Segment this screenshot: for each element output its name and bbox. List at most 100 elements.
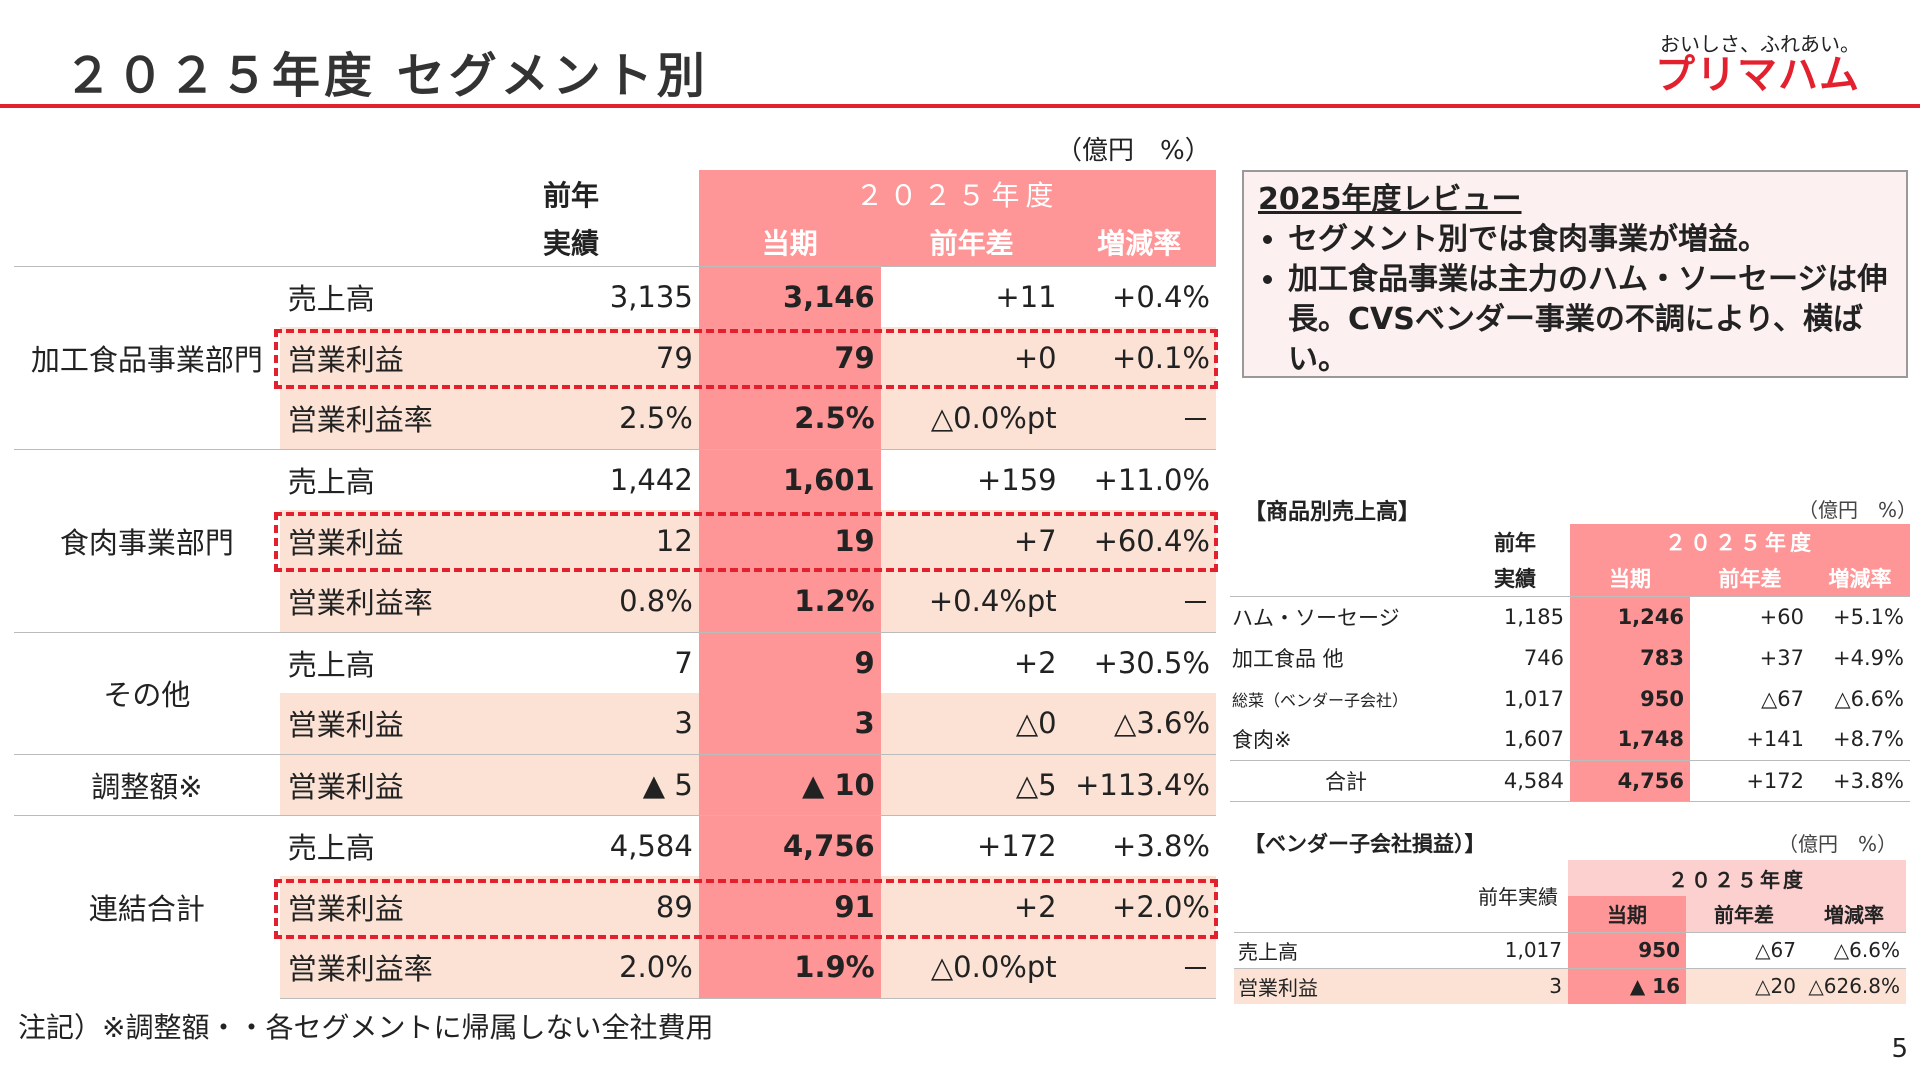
review-title: 2025年度レビュー [1258,182,1522,217]
header-cur: 当期 [1570,560,1690,596]
row-diff: +141 [1746,727,1804,752]
row-rate: － [1062,937,1216,999]
row-rate: +4.9% [1833,645,1904,670]
row-prev: 1,185 [1503,604,1564,629]
row-name: ハム・ソーセージ [1232,605,1400,630]
segment-table: 前年 ２０２５年度 実績 当期 前年差 増減率 加工食品事業部門 売上高 3,1… [14,170,1216,999]
row-rate: +11.0% [1062,448,1216,510]
segment-name: 食肉事業部門 [14,448,280,632]
page-title: ２０２５年度 セグメント別 [64,48,709,104]
row-rate: △6.6% [1833,938,1900,962]
highlight-box-processed-food-profit [274,329,1218,389]
row-diff: +0 [880,327,1063,388]
page-number: 5 [1891,1034,1908,1064]
row-rate: △3.6% [1062,693,1216,754]
row-rate: － [1062,388,1216,449]
row-item: 営業利益 [279,693,444,754]
row-name: 加工食品 他 [1232,646,1344,671]
row-rate: +3.8% [1062,814,1216,876]
row-cur: 4,756 [1570,760,1690,801]
row-rate: +2.0% [1062,876,1216,937]
table-row: ハム・ソーセージ 1,185 1,246 +60 +5.1% [1230,596,1910,637]
highlight-box-consolidated-profit [274,879,1218,939]
row-item: 売上高 [279,631,444,693]
row-prev: 89 [443,876,699,937]
table-row: 営業利益 79 79 +0 +0.1% [14,327,1216,388]
review-bullets: セグメント別では食肉事業が増益。 加工食品事業は主力のハム・ソーセージは伸長。C… [1258,220,1892,380]
logo-tagline: おいしさ、ふれあい。 [1660,32,1860,56]
segment-name: 調整額※ [14,753,280,815]
row-name: 営業利益 [1238,975,1318,1000]
highlight-box-meat-profit [274,512,1218,572]
row-prev: 1,442 [443,448,699,510]
row-diff: △5 [880,753,1063,815]
row-diff: △0.0%pt [880,937,1063,999]
row-rate: △6.6% [1834,686,1904,711]
row-diff: +2 [880,876,1063,937]
logo-brand-text: プリマハム [1655,52,1860,98]
header-prev-line2: 実績 [1494,566,1536,591]
row-item: 売上高 [279,814,444,876]
row-prev: 2.0% [443,937,699,999]
segment-name: 加工食品事業部門 [14,265,280,450]
segment-name: 連結合計 [14,814,280,998]
row-name: 食肉※ [1232,728,1292,753]
review-box: 2025年度レビュー セグメント別では食肉事業が増益。 加工食品事業は主力のハム… [1242,170,1908,378]
row-prev: 79 [443,327,699,388]
row-rate: +8.7% [1833,727,1904,752]
row-rate: － [1062,571,1216,632]
table-row: 加工食品 他 746 783 +37 +4.9% [1230,637,1910,678]
vendor-unit-label: （億円 %） [1778,832,1898,856]
table-row: 食肉※ 1,607 1,748 +141 +8.7% [1230,719,1910,760]
row-diff: +172 [880,814,1063,876]
row-diff: +60 [1759,604,1804,629]
table-row: 営業利益 3 ▲ 16 △20 △626.8% [1234,968,1906,1004]
row-diff: +11 [880,265,1063,327]
logo-brand: プリマハム [1655,42,1860,100]
row-diff: +2 [880,631,1063,693]
table-row: 連結合計 売上高 4,584 4,756 +172 +3.8% [14,814,1216,998]
row-rate: △626.8% [1808,974,1900,999]
row-prev: 7 [443,631,699,693]
row-item: 営業利益 [279,327,444,388]
row-diff: △67 [1755,938,1796,962]
row-item: 営業利益率 [279,571,444,632]
row-prev: 4,584 [1503,768,1564,793]
table-row: 営業利益 12 19 +7 +60.4% [14,510,1216,571]
row-rate: +30.5% [1062,631,1216,693]
header-year: ２０２５年度 [698,170,1216,218]
row-cur: 1,246 [1570,596,1690,637]
product-sales-table: 前年 ２０２５年度 実績 当期 前年差 増減率 ハム・ソーセージ 1,185 1… [1230,524,1910,802]
row-diff: △0.0%pt [880,388,1063,449]
table-row: その他 売上高 7 9 +2 +30.5% [14,631,1216,754]
row-cur: 4,756 [698,814,881,876]
row-cur: 1.9% [698,937,881,999]
row-item: 営業利益 [279,753,444,815]
header-prev-line1: 前年 [543,179,600,212]
row-item: 営業利益 [279,510,444,571]
row-prev: 2.5% [443,388,699,449]
main-unit-label: （億円 %） [1056,136,1211,166]
row-diff: +172 [1746,768,1804,793]
vendor-pl-title: 【ベンダー子会社損益）】 [1244,832,1486,856]
footnote: 注記）※調整額・・各セグメントに帰属しない全社費用 [18,1011,714,1044]
header-diff: 前年差 [1686,896,1802,932]
row-item: 売上高 [279,448,444,510]
row-cur: ▲ 16 [1568,968,1686,1004]
review-bullet: セグメント別では食肉事業が増益。 [1288,220,1892,260]
row-rate: +113.4% [1062,753,1216,815]
table-row: 売上高 1,017 950 △67 △6.6% [1234,932,1906,968]
row-cur: 3 [698,693,881,754]
row-cur: 1,748 [1570,719,1690,760]
company-logo: おいしさ、ふれあい。 プリマハム [1560,28,1860,100]
header-prev-line2: 実績 [543,226,600,260]
table-row: 営業利益率 0.8% 1.2% +0.4%pt － [14,571,1216,632]
header-rate: 増減率 [1802,896,1906,932]
row-cur: 79 [698,327,881,388]
table-row: 営業利益 89 91 +2 +2.0% [14,876,1216,937]
header-rate: 増減率 [1062,218,1216,266]
row-diff: +37 [1759,645,1804,670]
row-name: 売上高 [1238,939,1298,964]
row-prev: 12 [443,510,699,571]
row-rate: +3.8% [1833,768,1904,793]
